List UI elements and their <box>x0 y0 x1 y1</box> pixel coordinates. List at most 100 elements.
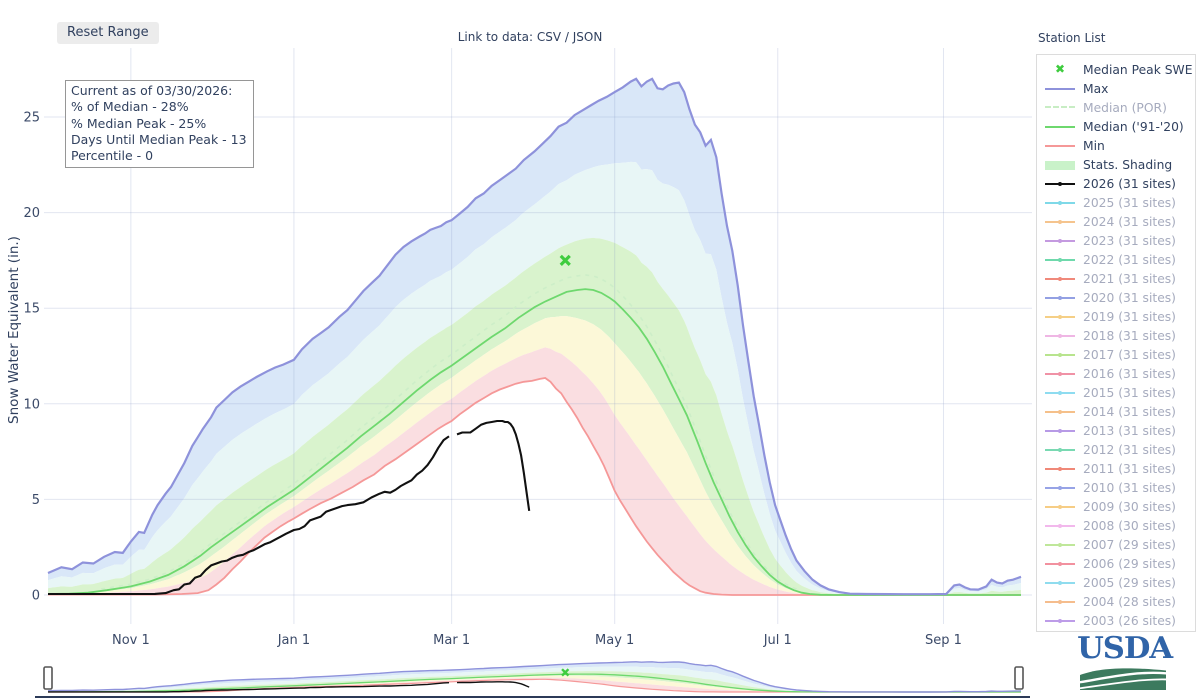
line-swatch <box>1045 120 1075 134</box>
main-plot: 0 5 10 15 20 25 Nov 1 Jan 1 Mar 1 May 1 Jul 1 Sep 1 <box>23 48 1032 648</box>
legend-item-2017[interactable]: 2017 (31 sites) <box>1045 345 1195 364</box>
line-marker-icon <box>1058 618 1062 623</box>
legend-item-2003[interactable]: 2003 (26 sites) <box>1045 611 1195 630</box>
legend-item-2007[interactable]: 2007 (29 sites) <box>1045 535 1195 554</box>
legend-item-median[interactable]: Median ('91-'20) <box>1045 117 1195 136</box>
x-tick-label: Sep 1 <box>925 633 962 648</box>
line-marker-icon <box>1058 466 1062 471</box>
legend-item-median[interactable]: ✖ Median Peak SWE <box>1045 60 1195 79</box>
legend-item-2024[interactable]: 2024 (31 sites) <box>1045 212 1195 231</box>
line-marker-swatch <box>1045 177 1075 191</box>
legend-item-2015[interactable]: 2015 (31 sites) <box>1045 383 1195 402</box>
legend-item-median[interactable]: Median (POR) <box>1045 98 1195 117</box>
legend-item-2025[interactable]: 2025 (31 sites) <box>1045 193 1195 212</box>
percentile-band <box>48 161 1021 595</box>
line-marker-swatch <box>1045 215 1075 229</box>
line-marker-swatch <box>1045 443 1075 457</box>
line-marker-icon <box>1058 314 1062 319</box>
legend-item-2005[interactable]: 2005 (29 sites) <box>1045 573 1195 592</box>
tooltip-line: % Median Peak - 25% <box>71 115 207 131</box>
legend-item-2016[interactable]: 2016 (31 sites) <box>1045 364 1195 383</box>
tooltip-line: Percentile - 0 <box>71 148 154 164</box>
legend-item-2004[interactable]: 2004 (28 sites) <box>1045 592 1195 611</box>
legend-item-2009[interactable]: 2009 (30 sites) <box>1045 497 1195 516</box>
line-marker-icon <box>1058 371 1062 376</box>
legend-label: 2012 (31 sites) <box>1083 442 1176 457</box>
legend-label: Median Peak SWE <box>1083 62 1193 77</box>
legend-item-stats[interactable]: Stats. Shading <box>1045 155 1195 174</box>
legend-item-2013[interactable]: 2013 (31 sites) <box>1045 421 1195 440</box>
legend-item-2006[interactable]: 2006 (29 sites) <box>1045 554 1195 573</box>
data-link[interactable]: Link to data: CSV / JSON <box>457 30 603 44</box>
legend-item-2011[interactable]: 2011 (31 sites) <box>1045 459 1195 478</box>
legend-item-2022[interactable]: 2022 (31 sites) <box>1045 250 1195 269</box>
legend-label: Stats. Shading <box>1083 157 1173 172</box>
usda-logo-text: USDA <box>1077 631 1173 666</box>
legend-label: 2022 (31 sites) <box>1083 252 1176 267</box>
legend-label: 2018 (31 sites) <box>1083 328 1176 343</box>
legend-item-2019[interactable]: 2019 (31 sites) <box>1045 307 1195 326</box>
line-marker-swatch <box>1045 196 1075 210</box>
x-marker-icon: ✖ <box>1054 61 1066 76</box>
legend-item-2018[interactable]: 2018 (31 sites) <box>1045 326 1195 345</box>
legend-item-2021[interactable]: 2021 (31 sites) <box>1045 269 1195 288</box>
legend-item-2026[interactable]: 2026 (31 sites) <box>1045 174 1195 193</box>
legend-label: 2004 (28 sites) <box>1083 594 1176 609</box>
line-marker-icon <box>1058 485 1062 490</box>
range-handle-right[interactable] <box>1014 666 1024 690</box>
line-marker-swatch <box>1045 234 1075 248</box>
legend-item-2023[interactable]: 2023 (31 sites) <box>1045 231 1195 250</box>
y-tick-label: 20 <box>23 206 40 221</box>
y-tick-label: 25 <box>23 111 40 126</box>
legend-label: 2010 (31 sites) <box>1083 480 1176 495</box>
line-marker-swatch <box>1045 348 1075 362</box>
usda-logo: USDA <box>1077 631 1173 694</box>
legend-item-2020[interactable]: 2020 (31 sites) <box>1045 288 1195 307</box>
x-tick-label: Jan 1 <box>277 633 310 648</box>
line-marker-swatch <box>1045 519 1075 533</box>
patch-swatch <box>1045 158 1075 172</box>
line-marker-icon <box>1058 238 1062 243</box>
line-marker-swatch <box>1045 462 1075 476</box>
dashed-line-icon <box>1045 105 1075 108</box>
line-marker-icon <box>1058 257 1062 262</box>
legend-label: 2003 (26 sites) <box>1083 613 1176 628</box>
legend-label: 2015 (31 sites) <box>1083 385 1176 400</box>
range-slider[interactable] <box>35 661 1030 698</box>
legend-item-min[interactable]: Min <box>1045 136 1195 155</box>
percentile-band <box>48 78 1021 595</box>
legend-label: 2021 (31 sites) <box>1083 271 1176 286</box>
line-marker-icon <box>1058 276 1062 281</box>
line-marker-icon <box>1058 390 1062 395</box>
shading-patch-icon <box>1045 160 1075 170</box>
line-marker-icon <box>1058 542 1062 547</box>
line-marker-icon <box>1058 428 1062 433</box>
legend-item-2008[interactable]: 2008 (30 sites) <box>1045 516 1195 535</box>
nav-current-year-line <box>48 682 450 693</box>
reset-range-button[interactable]: Reset Range <box>57 22 159 44</box>
line-marker-icon <box>1058 352 1062 357</box>
min-line <box>48 377 1021 596</box>
line-marker-swatch <box>1045 291 1075 305</box>
legend-label: Min <box>1083 138 1105 153</box>
legend-label: 2007 (29 sites) <box>1083 537 1176 552</box>
legend-item-2010[interactable]: 2010 (31 sites) <box>1045 478 1195 497</box>
line-marker-swatch <box>1045 367 1075 381</box>
line-marker-swatch <box>1045 614 1075 628</box>
legend-label: 2025 (31 sites) <box>1083 195 1176 210</box>
legend-label: 2026 (31 sites) <box>1083 176 1176 191</box>
legend-label: 2008 (30 sites) <box>1083 518 1176 533</box>
line-marker-icon <box>1058 219 1062 224</box>
station-list-title: Station List <box>1038 31 1106 45</box>
line-marker-swatch <box>1045 329 1075 343</box>
line-marker-icon <box>1058 409 1062 414</box>
legend-item-max[interactable]: Max <box>1045 79 1195 98</box>
range-handle-left[interactable] <box>43 666 53 690</box>
y-tick-label: 0 <box>32 589 40 604</box>
legend-item-2014[interactable]: 2014 (31 sites) <box>1045 402 1195 421</box>
legend-item-2012[interactable]: 2012 (31 sites) <box>1045 440 1195 459</box>
percentile-band <box>48 237 1021 595</box>
legend-label: 2020 (31 sites) <box>1083 290 1176 305</box>
